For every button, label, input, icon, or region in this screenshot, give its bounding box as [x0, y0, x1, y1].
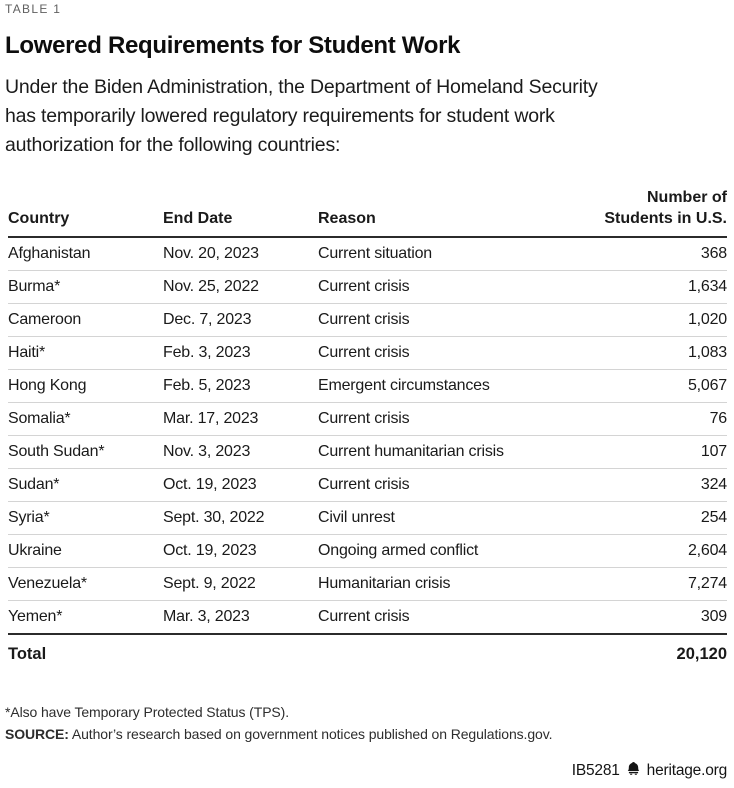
table-body: Afghanistan Nov. 20, 2023 Current situatio…	[8, 238, 727, 633]
cell-students: 368	[700, 245, 727, 262]
cell-end-date: Mar. 3, 2023	[163, 608, 250, 625]
column-header-students: Number of Students in U.S.	[604, 189, 727, 227]
cell-country: Somalia*	[8, 410, 71, 427]
source-label: SOURCE:	[5, 726, 69, 742]
intro-line: authorization for the following countrie…	[5, 134, 341, 156]
cell-country: Venezuela*	[8, 575, 87, 592]
cell-country: Hong Kong	[8, 377, 87, 394]
cell-reason: Ongoing armed conflict	[318, 542, 479, 559]
table-row: Somalia* Mar. 17, 2023 Current crisis 76	[8, 403, 727, 436]
cell-country: Afghanistan	[8, 245, 91, 262]
cell-students: 5,067	[687, 377, 727, 394]
intro-paragraph: Under the Biden Administration, the Depa…	[5, 73, 727, 160]
total-label: Total	[8, 645, 47, 663]
cell-country: Haiti*	[8, 344, 46, 361]
cell-students: 1,083	[687, 344, 727, 361]
cell-end-date: Sept. 30, 2022	[163, 509, 265, 526]
cell-students: 7,274	[687, 575, 727, 592]
table-header-row: Country End Date Reason Number of Studen…	[8, 187, 727, 238]
cell-end-date: Feb. 3, 2023	[163, 344, 251, 361]
table-row: Sudan* Oct. 19, 2023 Current crisis 324	[8, 469, 727, 502]
cell-country: South Sudan*	[8, 443, 105, 460]
table-row: Afghanistan Nov. 20, 2023 Current situatio…	[8, 238, 727, 271]
cell-country: Ukraine	[8, 542, 62, 559]
cell-students: 309	[700, 608, 727, 625]
intro-line: has temporarily lowered regulatory requi…	[5, 105, 555, 127]
table-row: Cameroon Dec. 7, 2023 Current crisis 1,020	[8, 304, 727, 337]
cell-students: 76	[709, 410, 728, 427]
cell-students: 107	[700, 443, 727, 460]
table-row: Yemen* Mar. 3, 2023 Current crisis 309	[8, 601, 727, 633]
cell-reason: Emergent circumstances	[318, 377, 490, 394]
site-name: heritage.org	[646, 762, 728, 779]
cell-reason: Civil unrest	[318, 509, 395, 526]
table-row: Venezuela* Sept. 9, 2022 Humanitarian cris…	[8, 568, 727, 601]
cell-end-date: Nov. 20, 2023	[163, 245, 259, 262]
cell-end-date: Mar. 17, 2023	[163, 410, 259, 427]
column-header-end-date: End Date	[163, 210, 233, 227]
cell-reason: Humanitarian crisis	[318, 575, 451, 592]
cell-students: 324	[700, 476, 727, 493]
cell-country: Cameroon	[8, 311, 82, 328]
column-header-country: Country	[8, 210, 70, 227]
column-header-reason: Reason	[318, 210, 376, 227]
cell-reason: Current humanitarian crisis	[318, 443, 504, 460]
intro-line: Under the Biden Administration, the Depa…	[5, 76, 598, 98]
cell-country: Syria*	[8, 509, 50, 526]
cell-end-date: Feb. 5, 2023	[163, 377, 251, 394]
cell-end-date: Oct. 19, 2023	[163, 542, 257, 559]
cell-end-date: Sept. 9, 2022	[163, 575, 256, 592]
cell-country: Burma*	[8, 278, 61, 295]
data-table: Country End Date Reason Number of Studen…	[8, 187, 727, 674]
cell-reason: Current crisis	[318, 311, 410, 328]
liberty-bell-icon	[626, 761, 641, 781]
cell-students: 254	[700, 509, 727, 526]
publication-footer: IB5281 heritage.org	[572, 761, 727, 781]
total-value: 20,120	[676, 645, 727, 663]
table-row: Syria* Sept. 30, 2022 Civil unrest 254	[8, 502, 727, 535]
cell-reason: Current crisis	[318, 410, 410, 427]
footnotes: *Also have Temporary Protected Status (T…	[5, 701, 727, 745]
cell-reason: Current crisis	[318, 608, 410, 625]
table-row: Haiti* Feb. 3, 2023 Current crisis 1,083	[8, 337, 727, 370]
cell-students: 2,604	[687, 542, 727, 559]
cell-country: Sudan*	[8, 476, 60, 493]
cell-end-date: Dec. 7, 2023	[163, 311, 252, 328]
cell-reason: Current crisis	[318, 476, 410, 493]
table-row: Burma* Nov. 25, 2022 Current crisis 1,634	[8, 271, 727, 304]
table-row: Ukraine Oct. 19, 2023 Ongoing armed confli…	[8, 535, 727, 568]
cell-end-date: Nov. 3, 2023	[163, 443, 251, 460]
table-row: Hong Kong Feb. 5, 2023 Emergent circumstan…	[8, 370, 727, 403]
page-title: Lowered Requirements for Student Work	[5, 32, 461, 59]
cell-students: 1,020	[687, 311, 727, 328]
doc-id: IB5281	[571, 762, 620, 779]
cell-end-date: Oct. 19, 2023	[163, 476, 257, 493]
source-line: SOURCE: Author’s research based on gover…	[5, 723, 727, 745]
asterisk-footnote: *Also have Temporary Protected Status (T…	[5, 704, 290, 720]
cell-reason: Current situation	[318, 245, 432, 262]
cell-country: Yemen*	[8, 608, 63, 625]
source-text: Author’s research based on government no…	[68, 726, 553, 742]
table-number-label: TABLE 1	[5, 2, 62, 16]
cell-students: 1,634	[687, 278, 727, 295]
table-row: South Sudan* Nov. 3, 2023 Current humanita…	[8, 436, 727, 469]
cell-end-date: Nov. 25, 2022	[163, 278, 259, 295]
cell-reason: Current crisis	[318, 344, 410, 361]
table-total-row: Total 20,120	[8, 633, 727, 674]
cell-reason: Current crisis	[318, 278, 410, 295]
